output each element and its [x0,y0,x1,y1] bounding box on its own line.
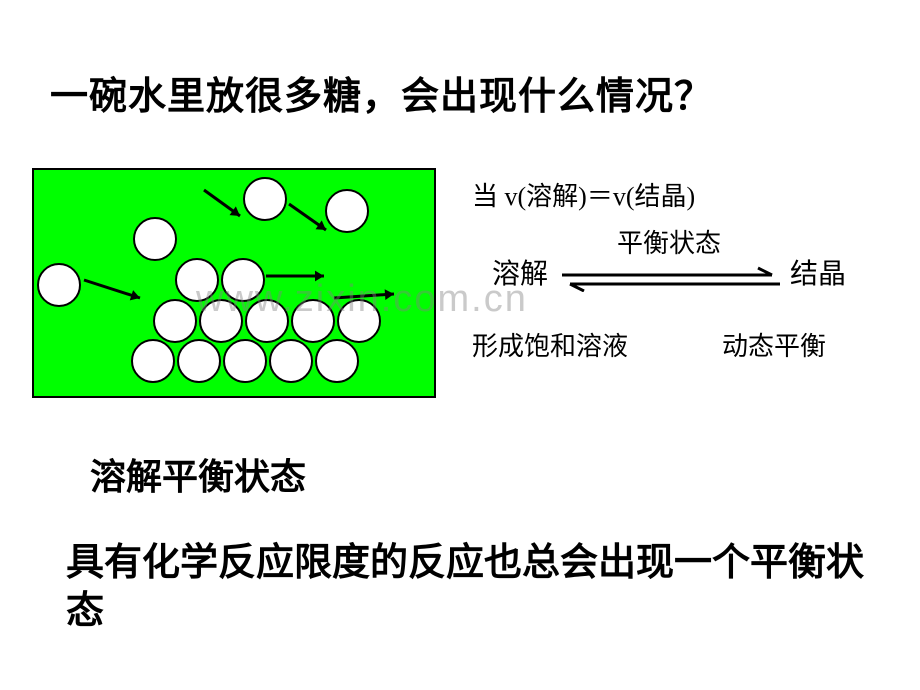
equilibrium-label: 平衡状态 [617,231,721,257]
particle-circle [270,340,312,382]
particle-circle [222,259,264,301]
particle-circle [316,340,358,382]
page-title: 一碗水里放很多糖，会出现什么情况？ [50,65,713,120]
particle-circle [224,340,266,382]
particle-circle [134,218,176,260]
bottom-statement: 具有化学反应限度的反应也总会出现一个平衡状态 [66,540,866,635]
dynamic-equilibrium-label: 动态平衡 [722,334,826,360]
crystal-word: 结晶 [790,261,846,289]
particle-circle [176,259,218,301]
arrowhead [385,289,394,300]
particle-diagram [32,168,436,398]
particle-circle [132,340,174,382]
particle-circle [38,264,80,306]
diagram-svg [34,170,434,396]
saturated-solution-label: 形成饱和溶液 [472,334,628,360]
particle-circle [292,300,334,342]
particle-circle [154,300,196,342]
particle-circle [338,300,380,342]
particle-circle [246,300,288,342]
equation-condition: 当 v(溶解)＝v(结晶) [472,184,695,210]
dissolve-equilibrium-label: 溶解平衡状态 [90,448,306,500]
particle-circle [244,178,286,220]
particle-circle [200,300,242,342]
particle-circle [326,190,368,232]
dissolve-word: 溶解 [492,261,548,289]
particle-circle [178,340,220,382]
equilibrium-arrows [562,266,780,292]
motion-arrow [334,294,394,298]
arrowhead [315,271,324,282]
